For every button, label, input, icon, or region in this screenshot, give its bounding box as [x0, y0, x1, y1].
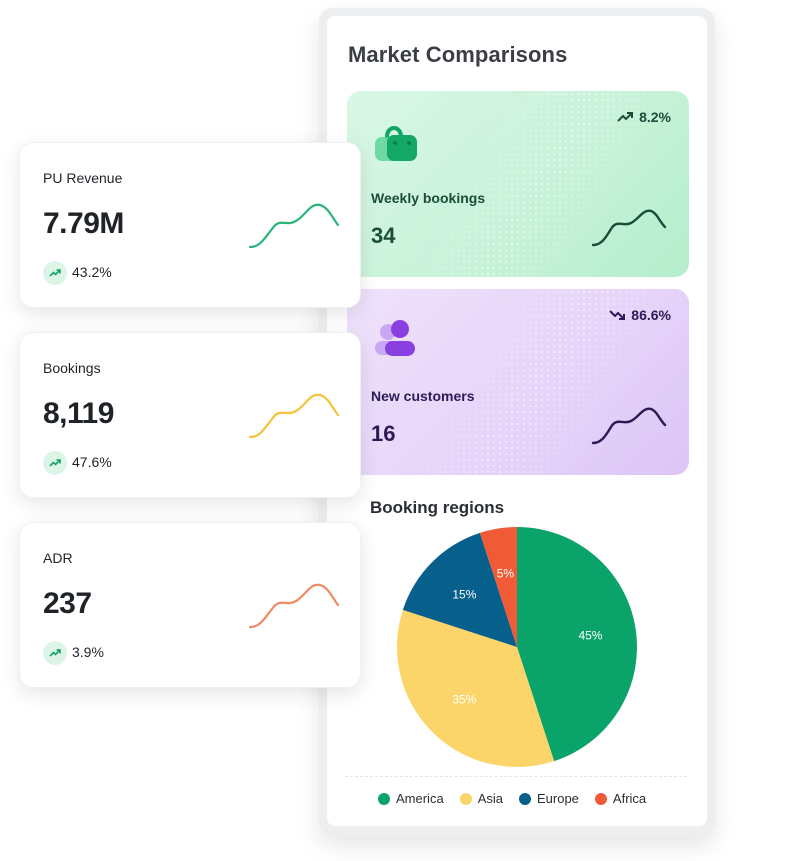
new-customers-trend: 86.6% [609, 307, 671, 323]
legend-item-america[interactable]: America [378, 791, 444, 806]
legend-item-asia[interactable]: Asia [459, 791, 503, 806]
dot-pattern [347, 289, 689, 475]
shopping-bag-icon [375, 126, 417, 161]
new-customers-label: New customers [371, 388, 475, 404]
trend-up-badge [43, 451, 67, 475]
pie-slice-africa [479, 527, 517, 647]
legend-item-africa[interactable]: Africa [594, 791, 647, 806]
bookings-card[interactable]: Bookings 8,119 47.6% [19, 332, 361, 498]
stat-change: 47.6% [72, 454, 112, 470]
weekly-bookings-card[interactable]: 8.2% Weekly bookings 34 [347, 91, 689, 277]
chart-legend: America Asia Europe Africa [378, 791, 646, 806]
trend-down-icon [609, 310, 626, 320]
stat-value: 8,119 [43, 397, 114, 430]
weekly-bookings-sparkline [591, 209, 667, 247]
legend-label: Asia [477, 791, 503, 806]
adr-card[interactable]: ADR 237 3.9% [19, 522, 361, 688]
pie-slice-america [517, 527, 638, 762]
stat-value: 7.79M [43, 207, 124, 240]
weekly-bookings-label: Weekly bookings [371, 190, 486, 206]
adr-sparkline [248, 583, 340, 629]
trend-up-icon [617, 112, 634, 122]
legend-swatch [594, 792, 607, 805]
legend-swatch [459, 792, 472, 805]
legend-label: Africa [612, 791, 647, 806]
trend-up-icon [49, 459, 61, 467]
bookings-sparkline [248, 393, 340, 439]
trend-up-icon [49, 649, 61, 657]
stat-value: 237 [43, 587, 92, 620]
panel-title: Market Comparisons [348, 42, 568, 67]
new-customers-card[interactable]: 86.6% New customers 16 [347, 289, 689, 475]
weekly-bookings-value: 34 [371, 223, 396, 248]
weekly-bookings-trend-value: 8.2% [639, 109, 671, 125]
new-customers-trend-value: 86.6% [631, 307, 671, 323]
legend-swatch [518, 792, 531, 805]
weekly-bookings-trend: 8.2% [617, 109, 671, 125]
booking-regions-pie-chart: 45% 35% 15% 5% [397, 527, 638, 767]
stat-label: ADR [43, 550, 73, 566]
stat-change: 3.9% [72, 644, 104, 660]
user-icon [375, 320, 415, 356]
new-customers-sparkline [591, 407, 667, 445]
legend-swatch [378, 792, 390, 805]
pu-revenue-card[interactable]: PU Revenue 7.79M 43.2% [19, 142, 361, 308]
trend-up-icon [49, 269, 61, 277]
legend-label: America [396, 791, 444, 806]
trend-up-badge [43, 641, 67, 665]
legend-label: Europe [536, 791, 579, 806]
pie-slice-europe [402, 532, 517, 647]
legend-divider [345, 776, 687, 777]
stat-label: PU Revenue [43, 170, 123, 186]
booking-regions-title: Booking regions [370, 498, 505, 517]
pie-label-africa: 5% [497, 567, 515, 581]
pie-label-asia: 35% [452, 693, 476, 707]
pie-slice-asia [397, 609, 555, 767]
new-customers-value: 16 [371, 421, 396, 446]
pie-label-america: 45% [578, 628, 602, 642]
stat-label: Bookings [43, 360, 101, 376]
dot-pattern [347, 91, 689, 277]
legend-item-europe[interactable]: Europe [518, 791, 579, 806]
pie-label-europe: 15% [452, 587, 476, 601]
trend-up-badge [43, 261, 67, 285]
stat-change: 43.2% [72, 264, 112, 280]
pu-revenue-sparkline [248, 203, 340, 249]
